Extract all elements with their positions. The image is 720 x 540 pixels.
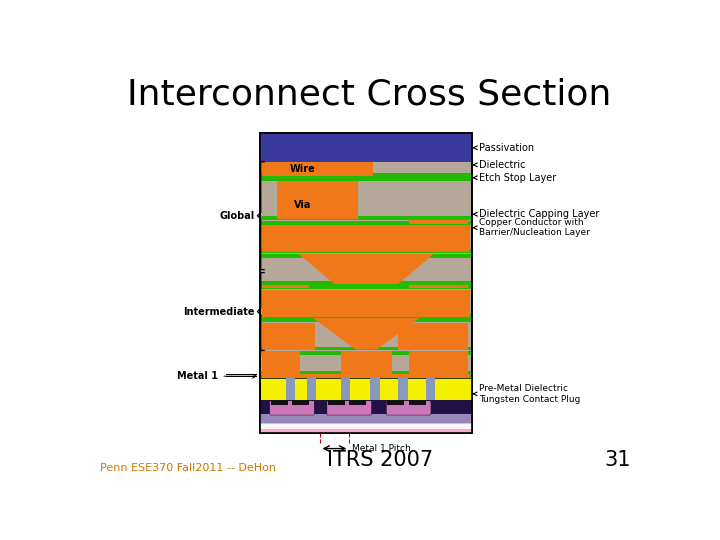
Bar	[409, 285, 468, 288]
Bar	[286, 378, 295, 401]
Bar	[260, 378, 472, 401]
Text: Etch Stop Layer: Etch Stop Layer	[473, 173, 556, 183]
Text: Copper Conductor with
Barrier/Nucleation Layer: Copper Conductor with Barrier/Nucleation…	[473, 218, 590, 238]
Text: Metal 1 Pitch: Metal 1 Pitch	[352, 444, 411, 453]
Bar	[292, 400, 309, 405]
Bar	[260, 370, 472, 374]
Bar	[426, 378, 435, 401]
Bar	[260, 318, 472, 322]
Bar	[260, 133, 472, 433]
Polygon shape	[298, 254, 434, 284]
Bar	[260, 217, 472, 220]
Text: Interconnect Cross Section: Interconnect Cross Section	[127, 77, 611, 111]
Bar	[262, 163, 372, 176]
Bar	[409, 400, 426, 405]
Bar	[341, 351, 392, 374]
Text: Dielectric: Dielectric	[473, 160, 526, 170]
Bar	[260, 178, 472, 181]
Bar	[260, 254, 472, 258]
Text: ITRS 2007: ITRS 2007	[327, 450, 433, 470]
Bar	[262, 289, 470, 316]
Polygon shape	[313, 318, 419, 349]
Bar	[277, 181, 358, 219]
Text: Global: Global	[220, 211, 255, 221]
Bar	[260, 133, 472, 162]
Bar	[271, 400, 288, 405]
Text: Via: Via	[294, 200, 311, 210]
Text: Passivation: Passivation	[473, 143, 534, 153]
Text: 31: 31	[605, 450, 631, 470]
Bar	[260, 221, 472, 225]
Bar	[262, 285, 309, 288]
Bar	[260, 281, 472, 285]
Bar	[260, 424, 472, 429]
Bar	[260, 423, 472, 433]
Bar	[262, 351, 300, 374]
Bar	[260, 414, 472, 423]
Bar	[409, 351, 468, 374]
Bar	[260, 314, 472, 318]
Bar	[260, 375, 472, 379]
Bar	[262, 225, 470, 252]
Text: Intermediate: Intermediate	[183, 307, 255, 316]
Bar	[262, 374, 470, 378]
Bar	[398, 378, 408, 401]
Bar	[398, 322, 468, 349]
Bar	[260, 173, 472, 177]
Bar	[262, 322, 315, 349]
Bar	[260, 285, 472, 289]
Bar	[371, 378, 380, 401]
Bar	[260, 429, 472, 433]
Bar	[307, 378, 316, 401]
Bar	[260, 249, 472, 253]
Text: Pre-Metal Dielectric
Tungsten Contact Plug: Pre-Metal Dielectric Tungsten Contact Pl…	[473, 384, 580, 403]
Text: Dielectric Capping Layer: Dielectric Capping Layer	[473, 209, 599, 219]
Text: Penn ESE370 Fall2011 -- DeHon: Penn ESE370 Fall2011 -- DeHon	[100, 463, 276, 473]
Bar	[260, 133, 472, 433]
Bar	[260, 400, 472, 414]
Text: Wire: Wire	[289, 164, 315, 174]
Bar	[409, 220, 468, 224]
Bar	[260, 347, 472, 350]
Bar	[387, 400, 405, 405]
FancyBboxPatch shape	[387, 401, 431, 415]
Bar	[349, 400, 366, 405]
Bar	[341, 378, 351, 401]
Bar	[260, 351, 472, 355]
FancyBboxPatch shape	[327, 401, 372, 415]
Bar	[328, 400, 345, 405]
Text: Metal 1: Metal 1	[177, 371, 256, 381]
FancyBboxPatch shape	[270, 401, 315, 415]
